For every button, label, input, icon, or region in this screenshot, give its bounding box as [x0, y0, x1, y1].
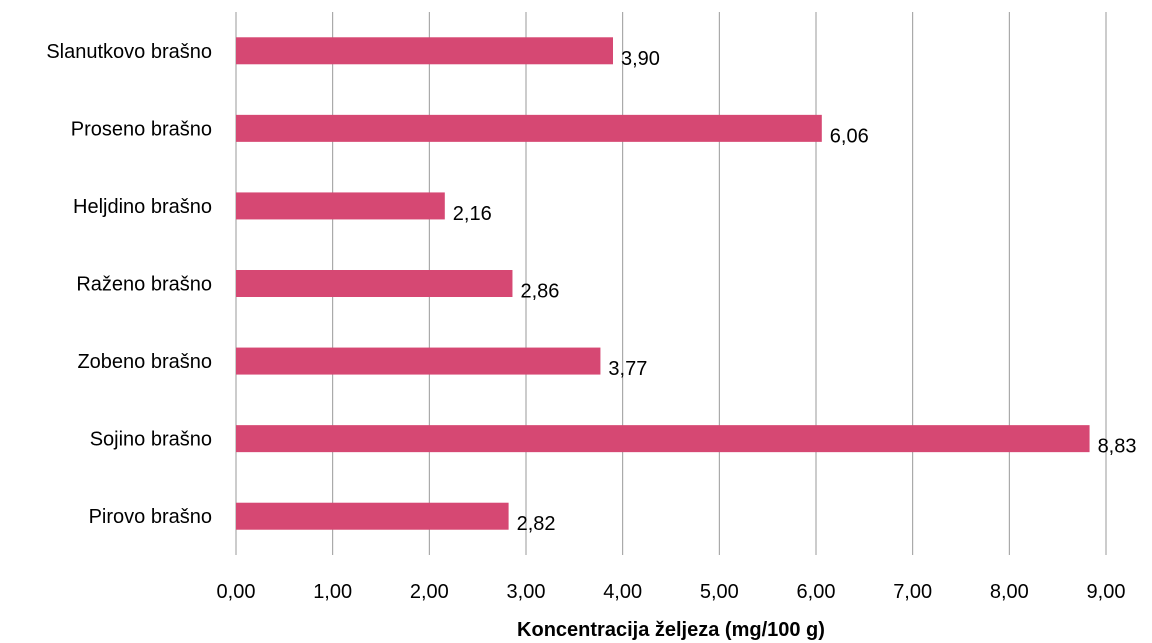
- bars: [236, 37, 1090, 530]
- category-label: Slanutkovo brašno: [46, 41, 212, 63]
- x-tick-label: 9,00: [1087, 581, 1126, 603]
- x-tick-label: 3,00: [507, 581, 546, 603]
- x-tick-label: 7,00: [893, 581, 932, 603]
- bar: [236, 270, 513, 297]
- bar: [236, 502, 509, 530]
- data-label: 2,82: [517, 513, 556, 535]
- data-label: 3,90: [621, 48, 660, 70]
- bar: [236, 347, 601, 375]
- category-label: Zobeno brašno: [77, 351, 212, 373]
- category-label: Proseno brašno: [71, 118, 212, 140]
- bar: [236, 192, 445, 220]
- x-tick-label: 5,00: [700, 581, 739, 603]
- data-label: 6,06: [830, 125, 869, 147]
- grid-lines: [235, 12, 1107, 555]
- x-tick-label: 6,00: [797, 581, 836, 603]
- bar: [236, 114, 822, 142]
- data-label: 2,16: [453, 203, 492, 225]
- x-axis-title: Koncentracija željeza (mg/100 g): [517, 619, 825, 641]
- category-labels: Slanutkovo brašno Proseno brašno Heljdino …: [46, 41, 212, 528]
- data-label: 3,77: [608, 358, 647, 380]
- x-tick-label: 4,00: [603, 581, 642, 603]
- data-label: 2,86: [520, 281, 559, 303]
- data-labels: 3,90 6,06 2,16 2,86 3,77 8,83 2,82: [453, 48, 1137, 535]
- bar: [236, 37, 613, 65]
- category-label: Raženo brašno: [76, 274, 212, 296]
- data-label: 8,83: [1098, 436, 1137, 458]
- bar: [236, 425, 1090, 453]
- category-label: Pirovo brašno: [89, 506, 212, 528]
- category-label: Sojino brašno: [90, 429, 212, 451]
- x-tick-label: 2,00: [410, 581, 449, 603]
- tick-labels: 0,00 1,00 2,00 3,00 4,00 5,00 6,00 7,00 8,00 9,00: [217, 581, 1126, 603]
- x-tick-label: 8,00: [990, 581, 1029, 603]
- category-label: Heljdino brašno: [73, 196, 212, 218]
- x-tick-label: 0,00: [217, 581, 256, 603]
- x-tick-label: 1,00: [313, 581, 352, 603]
